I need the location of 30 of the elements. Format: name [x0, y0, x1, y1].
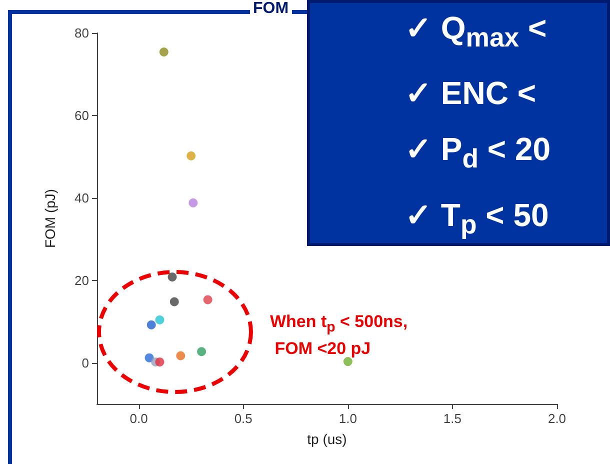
point	[343, 357, 352, 366]
annotation: When t$_{p}$ < 500ns, FOM <20 pJ	[270, 311, 408, 360]
y-tick-label: 20	[74, 272, 89, 288]
point	[188, 198, 198, 208]
annotation: ✓ ENC <	[405, 74, 538, 114]
x-tick-label: 1.5	[443, 411, 462, 426]
x-tick-label: 2.0	[548, 411, 566, 426]
x-tick-label: 1.0	[338, 411, 357, 426]
annotation: ✓ Q$_{max}$ <	[405, 9, 548, 54]
y-tick-label: 0	[82, 355, 89, 370]
x-tick-label: 0.0	[130, 411, 148, 426]
point	[146, 320, 156, 330]
x-axis-title: tp (us)	[307, 431, 347, 447]
y-axis-title: FOM (pJ)	[42, 188, 58, 248]
y-tick-label: 40	[74, 190, 89, 206]
chart-title: FOM	[250, 0, 292, 18]
point	[176, 351, 186, 360]
point	[170, 297, 179, 306]
point	[155, 357, 164, 366]
point	[186, 151, 196, 160]
annotation: ✓ T$_{p}$ < 50	[405, 196, 550, 242]
point	[203, 295, 212, 304]
y-tick-label: 80	[74, 26, 89, 40]
point	[168, 272, 177, 282]
point	[197, 347, 206, 356]
annotation: ✓ P$_{d}$ < 20	[405, 130, 551, 176]
point	[159, 47, 168, 56]
point	[155, 315, 164, 324]
x-tick-label: 0.5	[234, 411, 252, 426]
y-tick-label: 60	[74, 108, 89, 123]
